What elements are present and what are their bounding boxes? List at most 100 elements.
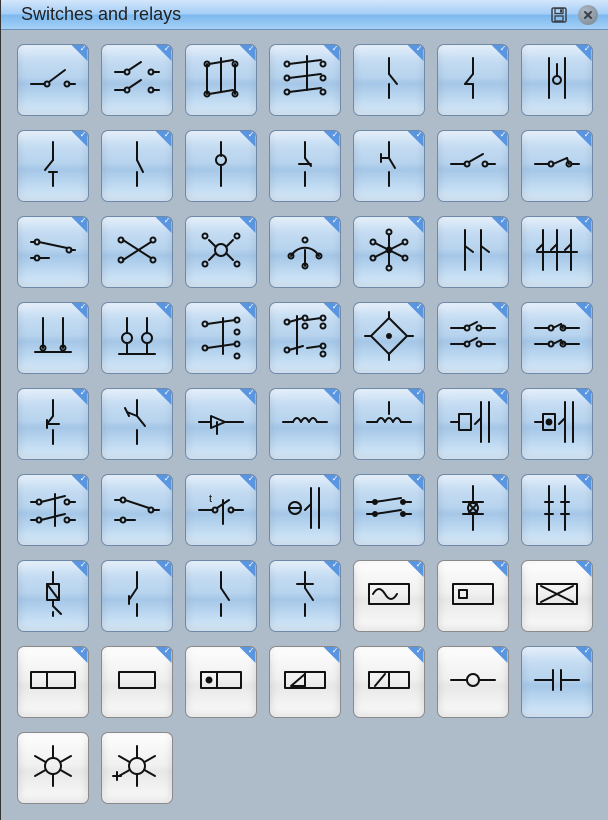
stencil-breaker-bar[interactable] [269, 560, 341, 632]
stencil-contact-nc[interactable] [437, 44, 509, 116]
stencil-node-h[interactable] [437, 646, 509, 718]
stencil-grid: t [1, 30, 608, 818]
dual-break-v-icon [445, 222, 501, 283]
stencil-h-open-dual[interactable] [437, 302, 509, 374]
stencil-limit-switch[interactable] [353, 130, 425, 202]
rotary-arc-icon [277, 222, 333, 283]
stencil-pushbutton-double[interactable] [521, 44, 593, 116]
stencil-dpst-bottom[interactable] [17, 474, 89, 546]
stencil-fuse-sw[interactable] [17, 560, 89, 632]
slash-box-icon [361, 652, 417, 713]
x-box-icon [529, 566, 585, 627]
stencil-relay-diamond[interactable] [353, 302, 425, 374]
stencil-capacitor-cross[interactable] [437, 474, 509, 546]
stencil-rotary-6way[interactable] [353, 216, 425, 288]
switch-loop-icon [193, 136, 249, 197]
stencil-breaker-1[interactable] [101, 560, 173, 632]
stencil-timer-t[interactable]: t [185, 474, 257, 546]
stencil-slot-box[interactable] [437, 560, 509, 632]
stencil-crossover-switch[interactable] [101, 216, 173, 288]
tpdt-icon [277, 308, 333, 369]
stencil-lamp-6[interactable] [17, 732, 89, 804]
svg-text:t: t [209, 493, 212, 505]
stencil-dpdt[interactable] [185, 302, 257, 374]
break-contact-icon [25, 136, 81, 197]
box-contact-1-icon [445, 394, 501, 455]
stencil-coil-h[interactable] [269, 388, 341, 460]
stencil-spst-dual[interactable] [101, 44, 173, 116]
stencil-tpdt[interactable] [269, 302, 341, 374]
stencil-h-closed-dual[interactable] [521, 302, 593, 374]
stencil-triangle-h[interactable] [185, 388, 257, 460]
stencil-sine-box[interactable] [353, 560, 425, 632]
stencil-inline-open[interactable] [437, 130, 509, 202]
stencil-latch-break[interactable] [17, 388, 89, 460]
latch-break-icon [25, 394, 81, 455]
box-contact-2-icon [529, 394, 585, 455]
stencil-triple-break-v[interactable] [521, 216, 593, 288]
pushbutton-double-icon [529, 50, 585, 111]
stencil-tpst[interactable] [269, 44, 341, 116]
stencil-pb-dual-bottom[interactable] [17, 302, 89, 374]
stencil-tri-box[interactable] [269, 646, 341, 718]
dpdt-icon [193, 308, 249, 369]
stencil-dual-break-v[interactable] [437, 216, 509, 288]
stencil-cap-h[interactable] [521, 646, 593, 718]
rect-box-icon [109, 652, 165, 713]
stencil-inline-closed[interactable] [521, 130, 593, 202]
stencil-panel: Switches and relays t [0, 0, 608, 820]
rotary-6way-icon [361, 222, 417, 283]
stencil-rotary-arc[interactable] [269, 216, 341, 288]
triangle-h-icon [193, 394, 249, 455]
breaker-2-icon [193, 566, 249, 627]
dpst-bottom-icon [25, 480, 81, 541]
panel-title: Switches and relays [21, 4, 550, 25]
latch-make-icon [109, 394, 165, 455]
stencil-box-contact-2[interactable] [521, 388, 593, 460]
close-icon[interactable] [578, 5, 598, 25]
stencil-box-contact-1[interactable] [437, 388, 509, 460]
stencil-relay-dots[interactable] [353, 474, 425, 546]
spst-dual-icon [109, 50, 165, 111]
save-icon[interactable] [550, 6, 568, 24]
rotary-4way-icon [193, 222, 249, 283]
stencil-make-contact[interactable] [101, 130, 173, 202]
cap-h-icon [529, 652, 585, 713]
inline-closed-icon [529, 136, 585, 197]
stencil-transfer-switch[interactable] [17, 216, 89, 288]
stencil-passing-contact[interactable] [269, 130, 341, 202]
stencil-rect-dot-box[interactable] [185, 646, 257, 718]
h-closed-dual-icon [529, 308, 585, 369]
passing-contact-icon [277, 136, 333, 197]
stencil-spst-open[interactable] [17, 44, 89, 116]
stencil-spdt-bottom[interactable] [101, 474, 173, 546]
stencil-rotary-4way[interactable] [185, 216, 257, 288]
fuse-sw-icon [25, 566, 81, 627]
titlebar: Switches and relays [1, 0, 608, 30]
stencil-thermal-theta[interactable] [269, 474, 341, 546]
stencil-dpst[interactable] [185, 44, 257, 116]
contact-nc-icon [445, 50, 501, 111]
titlebar-actions [550, 5, 598, 25]
relay-diamond-icon [361, 308, 417, 369]
stencil-coil-dual-bottom[interactable] [101, 302, 173, 374]
stencil-breaker-2[interactable] [185, 560, 257, 632]
stencil-slash-box[interactable] [353, 646, 425, 718]
pb-dual-bottom-icon [25, 308, 81, 369]
spst-open-icon [25, 50, 81, 111]
split-box-icon [25, 652, 81, 713]
tpst-icon [277, 50, 333, 111]
stencil-rect-box[interactable] [101, 646, 173, 718]
stencil-lamp-tapped[interactable] [101, 732, 173, 804]
stencil-break-contact[interactable] [17, 130, 89, 202]
crossover-switch-icon [109, 222, 165, 283]
stencil-x-box[interactable] [521, 560, 593, 632]
stencil-contact-no[interactable] [353, 44, 425, 116]
stencil-switch-loop[interactable] [185, 130, 257, 202]
stencil-capacitor-para[interactable] [521, 474, 593, 546]
stencil-latch-make[interactable] [101, 388, 173, 460]
make-contact-icon [109, 136, 165, 197]
stencil-split-box[interactable] [17, 646, 89, 718]
stencil-coil-h2[interactable] [353, 388, 425, 460]
sine-box-icon [361, 566, 417, 627]
